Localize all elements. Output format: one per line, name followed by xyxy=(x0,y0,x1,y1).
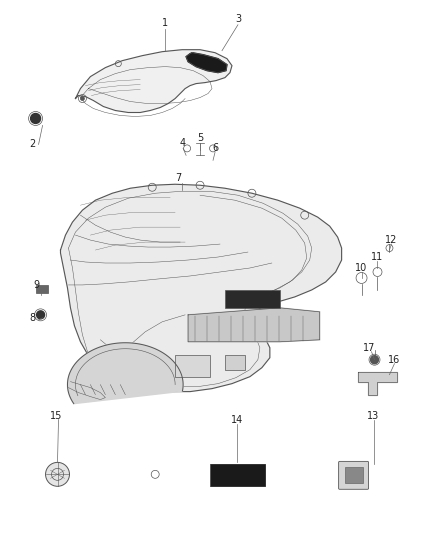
Circle shape xyxy=(37,311,45,319)
Text: 5: 5 xyxy=(197,133,203,143)
Text: 9: 9 xyxy=(34,280,40,290)
Text: 6: 6 xyxy=(212,143,218,154)
Text: 13: 13 xyxy=(367,410,380,421)
Text: 2: 2 xyxy=(29,140,36,149)
Bar xyxy=(210,464,265,486)
Text: 1: 1 xyxy=(162,18,168,28)
Text: 11: 11 xyxy=(371,252,384,262)
Polygon shape xyxy=(357,372,397,394)
Bar xyxy=(345,467,363,483)
Circle shape xyxy=(31,114,41,124)
Text: 10: 10 xyxy=(355,263,367,273)
Polygon shape xyxy=(186,53,227,72)
Circle shape xyxy=(371,356,378,364)
Text: 12: 12 xyxy=(385,235,398,245)
Text: 14: 14 xyxy=(231,415,243,424)
Text: 7: 7 xyxy=(175,173,181,183)
Bar xyxy=(225,355,245,370)
Bar xyxy=(225,290,280,308)
Text: 4: 4 xyxy=(180,139,186,148)
Polygon shape xyxy=(75,50,232,112)
Text: 8: 8 xyxy=(29,313,35,323)
Text: 15: 15 xyxy=(50,410,63,421)
FancyBboxPatch shape xyxy=(339,462,368,489)
Polygon shape xyxy=(67,343,183,403)
Polygon shape xyxy=(188,308,320,342)
Polygon shape xyxy=(60,184,342,392)
Bar xyxy=(35,285,48,293)
Text: 16: 16 xyxy=(389,354,401,365)
Circle shape xyxy=(81,96,85,101)
Bar xyxy=(175,355,210,377)
Text: 17: 17 xyxy=(364,343,376,353)
Circle shape xyxy=(46,462,70,486)
Text: 3: 3 xyxy=(235,14,241,24)
